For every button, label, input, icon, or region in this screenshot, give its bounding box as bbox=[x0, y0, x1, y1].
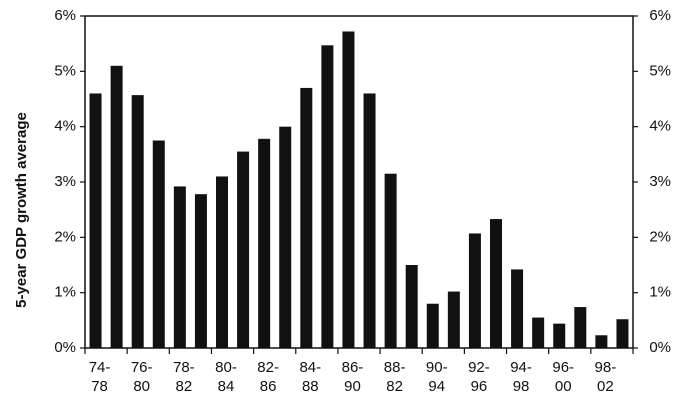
y2-tick-label: 1% bbox=[649, 284, 671, 301]
bar bbox=[194, 194, 207, 348]
bar bbox=[511, 269, 524, 348]
x-tick-label: 84-88 bbox=[299, 359, 322, 395]
y-tick-label: 4% bbox=[54, 118, 76, 135]
x-tick-label: 90-94 bbox=[425, 359, 448, 395]
bar bbox=[342, 31, 355, 348]
y-tick-label: 6% bbox=[54, 7, 76, 24]
x-tick-label: 96-00 bbox=[552, 359, 575, 395]
x-tick-label: 98-02 bbox=[594, 359, 617, 395]
bar bbox=[490, 219, 502, 348]
y2-tick-label: 2% bbox=[649, 228, 671, 245]
bar bbox=[321, 45, 334, 349]
plot-frame bbox=[84, 15, 634, 349]
y2-tick-label: 5% bbox=[649, 62, 671, 79]
y-tick-label: 2% bbox=[54, 228, 76, 245]
bar bbox=[553, 323, 566, 348]
y-tick-label: 3% bbox=[54, 173, 76, 190]
bar bbox=[426, 303, 439, 348]
bar bbox=[279, 126, 292, 349]
x-tick-label: 86-90 bbox=[341, 359, 364, 395]
y2-tick-label: 3% bbox=[649, 173, 671, 190]
bar bbox=[447, 291, 460, 348]
bar bbox=[405, 265, 418, 348]
x-tick-label: 80-84 bbox=[215, 359, 237, 395]
bar bbox=[363, 93, 376, 348]
bar bbox=[468, 233, 481, 348]
y2-tick-label: 0% bbox=[649, 339, 671, 356]
bar bbox=[532, 317, 545, 348]
bar bbox=[616, 319, 629, 348]
bar bbox=[300, 87, 313, 348]
y-tick-label: 0% bbox=[54, 339, 76, 356]
bar bbox=[152, 140, 165, 348]
x-tick-label: 74-78 bbox=[88, 359, 111, 395]
x-tick-label: 94-98 bbox=[510, 359, 532, 395]
x-tick-label: 78-82 bbox=[173, 359, 195, 395]
y2-tick-label: 6% bbox=[649, 7, 671, 24]
bar bbox=[574, 307, 587, 348]
x-tick-label: 92-96 bbox=[468, 359, 490, 395]
bar bbox=[110, 65, 123, 349]
y-tick-label: 1% bbox=[54, 284, 76, 301]
bar bbox=[216, 176, 228, 348]
bar bbox=[595, 335, 608, 348]
y-axis-label: 5-year GDP growth average bbox=[13, 112, 30, 308]
y2-tick-label: 4% bbox=[649, 118, 671, 135]
bar bbox=[131, 95, 144, 348]
bar bbox=[173, 186, 186, 348]
bar bbox=[237, 151, 250, 348]
x-tick-label: 76-80 bbox=[130, 359, 153, 395]
bar bbox=[384, 173, 397, 348]
x-tick-label: 88-82 bbox=[383, 359, 406, 395]
x-tick-label: 82-86 bbox=[257, 359, 279, 395]
bar bbox=[89, 93, 102, 348]
y-tick-label: 5% bbox=[54, 62, 76, 79]
bar bbox=[258, 138, 271, 348]
